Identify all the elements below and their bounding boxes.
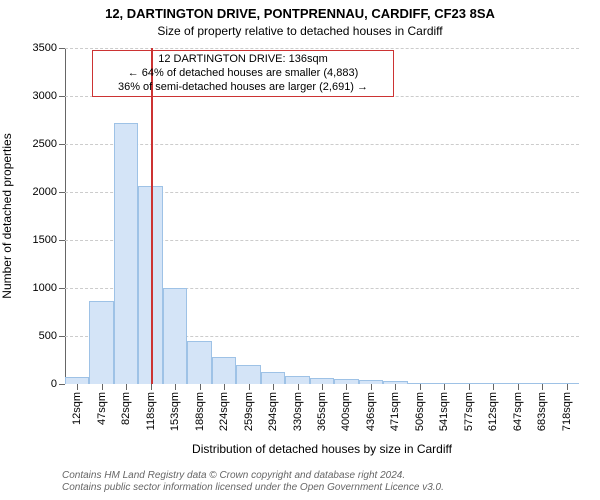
x-tick-mark	[249, 384, 250, 390]
x-tick-mark	[395, 384, 396, 390]
x-tick-mark	[469, 384, 470, 390]
y-tick-label: 1500	[33, 234, 65, 246]
marker-annotation: 12 DARTINGTON DRIVE: 136sqm← 64% of deta…	[92, 50, 394, 97]
x-tick-mark	[518, 384, 519, 390]
y-tick-label: 3000	[33, 90, 65, 102]
gridline	[65, 144, 579, 145]
histogram-bar	[212, 357, 236, 384]
histogram-bar	[187, 341, 211, 384]
x-tick-mark	[151, 384, 152, 390]
annotation-line: 36% of semi-detached houses are larger (…	[99, 81, 387, 95]
histogram-bar	[261, 372, 285, 384]
y-tick-label: 500	[39, 330, 65, 342]
annotation-line: ← 64% of detached houses are smaller (4,…	[99, 67, 387, 81]
x-tick-mark	[444, 384, 445, 390]
x-tick-mark	[542, 384, 543, 390]
y-axis-label: Number of detached properties	[0, 133, 14, 298]
x-tick-mark	[273, 384, 274, 390]
footer-line-2: Contains public sector information licen…	[62, 482, 444, 494]
gridline	[65, 48, 579, 49]
chart-title: 12, DARTINGTON DRIVE, PONTPRENNAU, CARDI…	[0, 6, 600, 21]
histogram-bar	[285, 376, 309, 384]
x-tick-mark	[200, 384, 201, 390]
chart-container: { "chart": { "type": "histogram", "title…	[0, 0, 600, 500]
x-tick-mark	[493, 384, 494, 390]
x-tick-mark	[346, 384, 347, 390]
x-tick-mark	[224, 384, 225, 390]
histogram-bar	[163, 288, 187, 384]
x-tick-mark	[371, 384, 372, 390]
property-marker-line	[151, 48, 153, 384]
x-axis-label: Distribution of detached houses by size …	[65, 442, 579, 456]
y-tick-label: 2000	[33, 186, 65, 198]
x-tick-mark	[298, 384, 299, 390]
x-tick-mark	[102, 384, 103, 390]
annotation-line: 12 DARTINGTON DRIVE: 136sqm	[99, 53, 387, 67]
histogram-bar	[65, 377, 89, 384]
y-tick-label: 2500	[33, 138, 65, 150]
footer-attribution: Contains HM Land Registry data © Crown c…	[62, 470, 444, 494]
histogram-bar	[89, 301, 113, 384]
histogram-bar	[236, 365, 260, 384]
y-tick-label: 1000	[33, 282, 65, 294]
x-tick-mark	[126, 384, 127, 390]
x-tick-mark	[77, 384, 78, 390]
x-tick-mark	[322, 384, 323, 390]
chart-subtitle: Size of property relative to detached ho…	[0, 24, 600, 38]
footer-line-1: Contains HM Land Registry data © Crown c…	[62, 470, 444, 482]
plot-area: 050010001500200025003000350012sqm47sqm82…	[65, 48, 579, 384]
x-tick-mark	[175, 384, 176, 390]
y-tick-label: 3500	[33, 42, 65, 54]
histogram-bar	[114, 123, 138, 384]
y-tick-label: 0	[51, 378, 65, 390]
x-tick-mark	[420, 384, 421, 390]
x-tick-mark	[567, 384, 568, 390]
